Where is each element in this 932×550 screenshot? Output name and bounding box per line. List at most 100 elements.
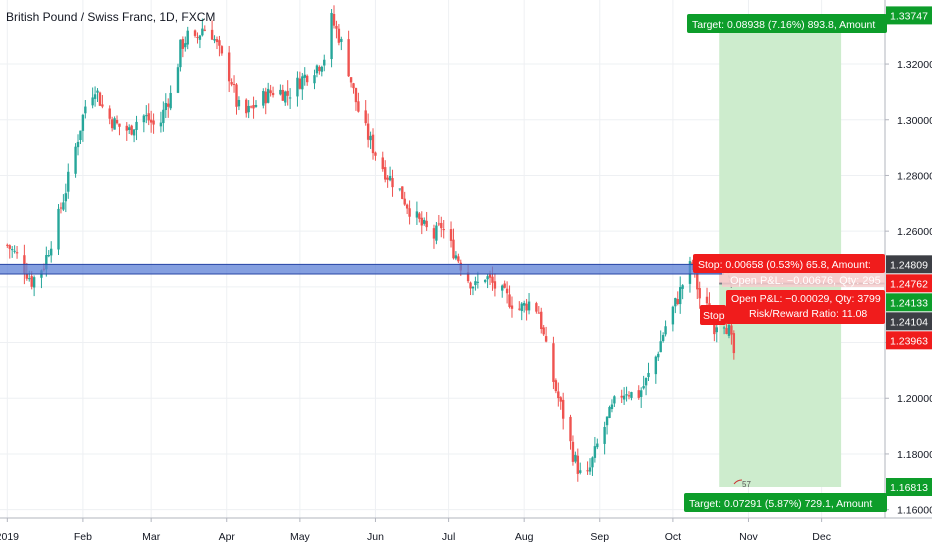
candle-9 <box>32 275 36 297</box>
candle-body-52 <box>181 39 185 49</box>
candle-body-163 <box>559 397 562 402</box>
candle-67 <box>232 75 236 93</box>
target-top-tag[interactable]: Target: 0.08938 (7.16%) 893.8, Amount <box>687 14 887 33</box>
x-tick-label-5: Jun <box>367 531 384 543</box>
support-band[interactable] <box>0 263 724 275</box>
candle-body-204 <box>698 288 701 299</box>
candle-175 <box>603 421 606 455</box>
candle-180 <box>620 389 623 404</box>
candle-body-150 <box>518 308 521 310</box>
candle-62 <box>215 36 219 50</box>
price-tag-label-6: 1.16813 <box>890 482 928 494</box>
candle-17 <box>62 194 65 212</box>
target-zone-upper <box>719 15 842 284</box>
candle-97 <box>335 20 338 39</box>
candle-54 <box>186 26 189 50</box>
candle-body-17 <box>62 202 65 210</box>
candle-body-32 <box>113 118 116 130</box>
candle-body-120 <box>415 211 419 218</box>
candle-body-130 <box>449 229 453 241</box>
candle-body-201 <box>691 262 694 266</box>
candle-body-70 <box>245 99 248 114</box>
target-bottom-tag[interactable]: Target: 0.07291 (5.87%) 729.1, Amount <box>684 493 887 512</box>
candle-body-189 <box>647 372 650 378</box>
candle-body-173 <box>593 446 597 458</box>
candle-122 <box>420 211 423 235</box>
candle-body-182 <box>625 394 628 396</box>
candle-body-181 <box>622 395 626 400</box>
candle-body-37 <box>130 125 133 135</box>
candle-body-141 <box>486 276 489 280</box>
candle-37 <box>130 124 133 136</box>
candle-body-184 <box>630 392 633 398</box>
candle-body-89 <box>305 75 309 83</box>
candle-body-4 <box>15 252 19 254</box>
candle-108 <box>371 128 375 160</box>
stop-short-label: Stop: 0.00658 (0.53%) 65.8, Amount: <box>698 259 871 271</box>
candle-102 <box>352 82 355 94</box>
candle-4 <box>15 245 19 259</box>
candle-body-197 <box>676 299 679 305</box>
candle-body-151 <box>520 303 523 312</box>
candle-body-86 <box>298 78 302 89</box>
candle-body-81 <box>281 89 285 101</box>
candle-body-7 <box>28 278 31 280</box>
candle-body-123 <box>423 219 426 224</box>
candle-13 <box>47 250 50 258</box>
candle-body-160 <box>552 343 555 382</box>
candle-body-26 <box>93 94 97 99</box>
time-axis[interactable]: 2019 Feb Mar Apr May Jun Jul Aug Sep Oct Nov Dec <box>0 518 831 543</box>
candle-body-36 <box>128 127 131 131</box>
x-tick-label-2: Mar <box>142 531 161 543</box>
candle-179 <box>613 395 616 407</box>
candle-199 <box>681 284 684 300</box>
candle-body-100 <box>347 39 350 77</box>
candle-190 <box>654 355 658 384</box>
candle-123 <box>423 217 426 226</box>
candle-40 <box>142 114 146 133</box>
candle-body-138 <box>474 281 477 286</box>
candle-body-212 <box>727 324 731 336</box>
candle-34 <box>118 123 121 136</box>
candle-121 <box>418 211 421 223</box>
candle-body-63 <box>218 40 221 46</box>
price-tag-6: 1.16813 <box>886 478 932 497</box>
candle-body-106 <box>366 123 370 140</box>
candle-body-97 <box>335 25 338 29</box>
candle-0 <box>6 243 9 248</box>
candle-body-112 <box>386 177 389 180</box>
candle-171 <box>588 458 592 475</box>
candle-103 <box>354 87 358 111</box>
target-top-label: Target: 0.08938 (7.16%) 893.8, Amount <box>692 19 875 31</box>
candle-body-199 <box>681 285 684 289</box>
candle-99 <box>340 36 343 51</box>
long-position-info[interactable]: Open P&L: −0.00029, Qty: 3799 Risk/Rewar… <box>700 290 885 325</box>
candle-body-79 <box>271 92 275 96</box>
candle-body-152 <box>522 302 526 306</box>
candle-109 <box>374 151 377 161</box>
candle-body-99 <box>340 38 343 42</box>
candle-50 <box>176 63 180 94</box>
price-tag-box-4 <box>886 312 932 331</box>
candle-body-95 <box>330 12 333 60</box>
short-position-info[interactable]: Stop: 0.00658 (0.53%) 65.8, Amount: Open… <box>693 254 885 287</box>
candle-body-166 <box>571 441 575 462</box>
candle-88 <box>303 67 306 86</box>
candle-32 <box>113 116 116 130</box>
candle-72 <box>249 105 253 109</box>
candle-body-0 <box>6 244 9 246</box>
x-tick-label-4: May <box>290 531 311 543</box>
candle-146 <box>503 280 506 289</box>
candle-body-76 <box>264 91 267 104</box>
target-bottom-label: Target: 0.07291 (5.87%) 729.1, Amount <box>689 498 872 510</box>
candle-body-174 <box>596 443 599 448</box>
candle-body-143 <box>491 276 494 283</box>
candle-body-213 <box>730 325 733 335</box>
candle-body-50 <box>176 67 180 93</box>
candle-96 <box>332 5 336 29</box>
candle-body-72 <box>249 106 253 108</box>
candle-body-117 <box>403 198 406 205</box>
candle-105 <box>364 100 367 126</box>
candle-177 <box>608 405 611 419</box>
